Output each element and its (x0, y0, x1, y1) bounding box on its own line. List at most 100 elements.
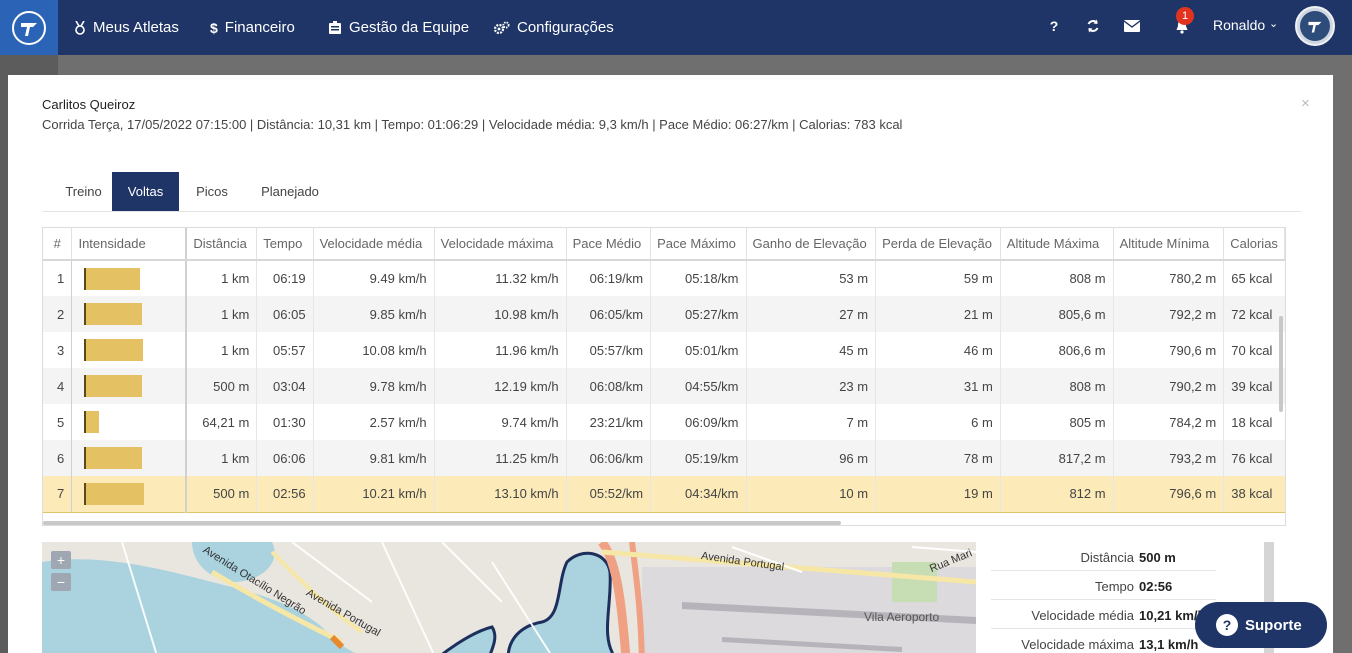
tab-picos[interactable]: Picos (196, 184, 228, 199)
tab-planejado[interactable]: Planejado (261, 184, 319, 199)
column-header-col-vel-media[interactable]: Velocidade média (313, 228, 435, 261)
nav-meus-atletas[interactable]: Meus Atletas (74, 0, 179, 55)
cell-lap-number: 6 (43, 440, 73, 476)
top-navbar: Meus Atletas $ Financeiro Gestão da Equi… (0, 0, 1352, 55)
table-row[interactable]: 2 1 km 06:05 9.85 km/h 10.98 km/h 06:05/km 05:… (43, 296, 1285, 332)
table-row[interactable]: 7 500 m 02:56 10.21 km/h 13.10 km/h 05:52/km 0… (43, 476, 1285, 513)
cell-calorias: 70 kcal (1231, 342, 1273, 358)
horizontal-scrollbar[interactable] (43, 521, 841, 525)
column-header-col-altitude-maxima[interactable]: Altitude Máxima (1000, 228, 1114, 261)
cell-ganho-elevacao: 27 m (746, 296, 877, 332)
chevron-down-icon[interactable]: ⌄ (1269, 18, 1279, 30)
app-logo[interactable] (0, 0, 58, 55)
cell-altitude-maxima: 806,6 m (1000, 332, 1114, 368)
cell-pace-maximo: 05:27/km (650, 296, 747, 332)
column-header-col-ganho-elevacao[interactable]: Ganho de Elevação (746, 228, 877, 261)
table-row[interactable]: 6 1 km 06:06 9.81 km/h 11.25 km/h 06:06/km 05:… (43, 440, 1285, 476)
table-header-row: # Intensidade Distância Tempo Velocidade méd… (43, 228, 1285, 261)
cell-perda-elevacao: 59 m (875, 260, 1001, 296)
support-label: Suporte (1245, 616, 1302, 634)
column-header-col-intensidade[interactable]: Intensidade (71, 228, 188, 261)
cell-ganho-elevacao: 45 m (746, 332, 877, 368)
column-header-col-pace-maximo[interactable]: Pace Máximo (650, 228, 747, 261)
cell-altitude-maxima: 805 m (1000, 404, 1114, 440)
cell-distancia: 1 km (186, 440, 258, 476)
route-map[interactable]: + − Avenida Otacílio Negrão Avenida Port… (42, 542, 976, 653)
intensity-bar (84, 375, 143, 397)
envelope-icon[interactable] (1122, 16, 1142, 36)
cell-altitude-minima: 796,6 m (1113, 476, 1225, 513)
cell-pace-maximo: 04:55/km (650, 368, 747, 404)
cell-vel-maxima: 11.25 km/h (434, 440, 567, 476)
cell-ganho-elevacao: 23 m (746, 368, 877, 404)
cell-altitude-maxima: 805,6 m (1000, 296, 1114, 332)
lap-details-panel: Distância 500 m Tempo 02:56 Velocidade média… (991, 542, 1216, 653)
lap-detail-row: Velocidade média 10,21 km/h (991, 600, 1216, 629)
lap-detail-label: Tempo (1094, 579, 1134, 594)
table-row[interactable]: 4 500 m 03:04 9.78 km/h 12.19 km/h 06:08/km 04… (43, 368, 1285, 404)
column-header-col-pace-medio[interactable]: Pace Médio (566, 228, 652, 261)
cell-altitude-maxima: 812 m (1000, 476, 1114, 513)
lap-detail-value: 13,1 km/h (1139, 637, 1199, 652)
lap-detail-value: 10,21 km/h (1139, 608, 1206, 623)
lap-detail-label: Velocidade máxima (1021, 637, 1134, 652)
nav-configuracoes[interactable]: Configurações (493, 0, 614, 55)
cell-pace-maximo: 05:18/km (650, 260, 747, 296)
zoom-out-button[interactable]: − (51, 573, 71, 591)
column-header-col-tempo[interactable]: Tempo (256, 228, 314, 261)
tab-treino[interactable]: Treino (65, 184, 102, 199)
notification-badge: 1 (1176, 7, 1194, 25)
close-icon[interactable]: × (1301, 95, 1310, 112)
cell-perda-elevacao: 21 m (875, 296, 1001, 332)
details-scrollbar[interactable] (1264, 542, 1274, 653)
support-button[interactable]: ? Suporte (1195, 602, 1327, 648)
medal-icon (74, 20, 86, 35)
avatar[interactable] (1295, 6, 1335, 46)
nav-gestao-equipe[interactable]: Gestão da Equipe (328, 0, 469, 55)
cell-tempo: 03:04 (256, 368, 314, 404)
zoom-in-button[interactable]: + (51, 551, 71, 569)
cell-altitude-minima: 780,2 m (1113, 260, 1225, 296)
column-header-col-vel-maxima[interactable]: Velocidade máxima (434, 228, 567, 261)
lap-detail-label: Distância (1080, 550, 1134, 565)
vertical-scrollbar[interactable] (1279, 316, 1283, 412)
cell-lap-number: 4 (43, 368, 73, 404)
table-row[interactable]: 1 1 km 06:19 9.49 km/h 11.32 km/h 06:19/km 05:… (43, 260, 1285, 296)
cell-intensidade (71, 368, 188, 404)
cell-altitude-minima: 790,6 m (1113, 332, 1225, 368)
cell-tempo: 06:05 (256, 296, 314, 332)
column-header-col-altitude-minima[interactable]: Altitude Mínima (1113, 228, 1225, 261)
activity-summary: Corrida Terça, 17/05/2022 07:15:00 | Dis… (42, 117, 903, 132)
nav-label: Meus Atletas (93, 19, 179, 36)
nav-label: Configurações (517, 19, 614, 36)
cell-intensidade (71, 260, 188, 296)
intensity-bar (84, 267, 141, 290)
cell-perda-elevacao: 19 m (875, 476, 1001, 513)
cell-altitude-minima: 784,2 m (1113, 404, 1225, 440)
column-header-col-distancia[interactable]: Distância (186, 228, 258, 261)
sync-icon[interactable] (1083, 16, 1103, 36)
cell-lap-number: 3 (43, 332, 73, 368)
cell-vel-media: 9.85 km/h (313, 296, 435, 332)
cell-vel-media: 9.81 km/h (313, 440, 435, 476)
cell-calorias: 38 kcal (1223, 476, 1285, 513)
intensity-bar (84, 339, 144, 361)
lap-detail-row: Distância 500 m (991, 542, 1216, 571)
map-label: Vila Aeroporto (864, 610, 940, 624)
column-header-col-num[interactable]: # (43, 228, 73, 261)
cell-calorias: 76 kcal (1223, 440, 1285, 476)
cell-pace-maximo: 05:01/km (650, 332, 747, 368)
cell-intensidade (71, 440, 188, 476)
nav-financeiro[interactable]: $ Financeiro (210, 0, 295, 55)
column-header-col-calorias[interactable]: Calorias (1223, 228, 1285, 261)
table-row[interactable]: 5 64,21 m 01:30 2.57 km/h 9.74 km/h 23:21/km 0… (43, 404, 1285, 440)
cell-lap-number: 2 (43, 296, 73, 332)
help-icon[interactable]: ? (1049, 18, 1059, 34)
cell-perda-elevacao: 31 m (875, 368, 1001, 404)
table-row[interactable]: 3 1 km 05:57 10.08 km/h 11.96 km/h 05:57/km 05… (43, 332, 1285, 368)
column-header-col-perda-elevacao[interactable]: Perda de Elevação (875, 228, 1001, 261)
cell-pace-medio: 23:21/km (566, 404, 652, 440)
cell-altitude-maxima: 808 m (1000, 368, 1114, 404)
user-name[interactable]: Ronaldo (1213, 17, 1266, 33)
tab-voltas[interactable]: Voltas (112, 172, 179, 211)
